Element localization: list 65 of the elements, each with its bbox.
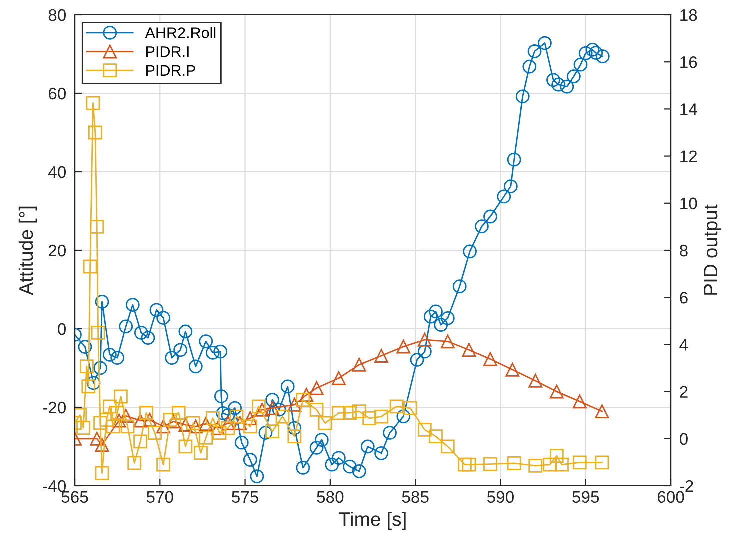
point [211, 421, 225, 436]
y2-tick-label: 16 [680, 56, 698, 68]
y-tick-label: 20 [48, 244, 66, 257]
point [142, 413, 157, 428]
point [156, 420, 170, 434]
y2-tick-label: 18 [680, 9, 698, 22]
point [396, 340, 411, 354]
point [134, 414, 148, 428]
x-tick-label: 575 [232, 491, 258, 504]
point [418, 333, 432, 347]
point [288, 398, 302, 412]
point [119, 409, 134, 423]
x-tick-label: 565 [62, 491, 88, 504]
y2-tick-label: 2 [680, 386, 688, 398]
y2-tick-label: 4 [680, 339, 688, 351]
point [90, 432, 104, 446]
y2-tick-label: 8 [680, 244, 688, 257]
point [300, 388, 314, 402]
point [255, 402, 270, 417]
point [243, 411, 258, 426]
point [178, 418, 193, 432]
y2-axis-title: PID output [704, 204, 722, 295]
point [166, 414, 181, 429]
point [233, 416, 248, 430]
x-tick-label: 600 [658, 491, 684, 504]
y-tick-label: 60 [48, 88, 66, 100]
x-tick-label: 580 [317, 491, 344, 504]
y2-tick-label: 10 [680, 198, 698, 210]
y2-tick-label: 12 [680, 150, 698, 162]
y-axis-title: Attitude [°] [18, 206, 38, 296]
y-tick-label: -20 [43, 402, 66, 414]
point [310, 381, 324, 396]
point [595, 404, 610, 419]
x-tick-label: 595 [572, 491, 600, 504]
y2-tick-label: 14 [680, 104, 698, 116]
point [550, 384, 564, 399]
point [528, 374, 543, 388]
point [188, 420, 203, 434]
y2-tick-label: 6 [680, 292, 688, 304]
point [332, 371, 346, 386]
x-tick-label: 585 [402, 491, 429, 504]
point [440, 334, 455, 349]
legend-label: PIDR.I [146, 46, 189, 58]
point [506, 362, 520, 377]
point [462, 343, 476, 358]
x-axis-title: Time [s] [339, 512, 406, 530]
point [484, 352, 498, 366]
point [352, 358, 366, 372]
y-tick-label: 0 [58, 323, 66, 336]
y-tick-label: -40 [43, 480, 66, 492]
x-tick-label: 590 [487, 491, 514, 504]
point [112, 414, 126, 428]
point [95, 438, 110, 452]
y2-tick-label: -2 [680, 480, 694, 492]
y2-tick-label: 0 [680, 433, 688, 446]
point [266, 401, 280, 416]
legend-label: PIDR.P [146, 65, 196, 76]
x-tick-label: 570 [146, 491, 174, 504]
point [572, 394, 587, 409]
y-tick-label: 80 [48, 9, 66, 22]
point [199, 417, 214, 432]
legend-label: AHR2.Roll [145, 27, 216, 38]
y-tick-label: 40 [48, 166, 66, 178]
point [374, 349, 388, 363]
point [221, 416, 236, 430]
